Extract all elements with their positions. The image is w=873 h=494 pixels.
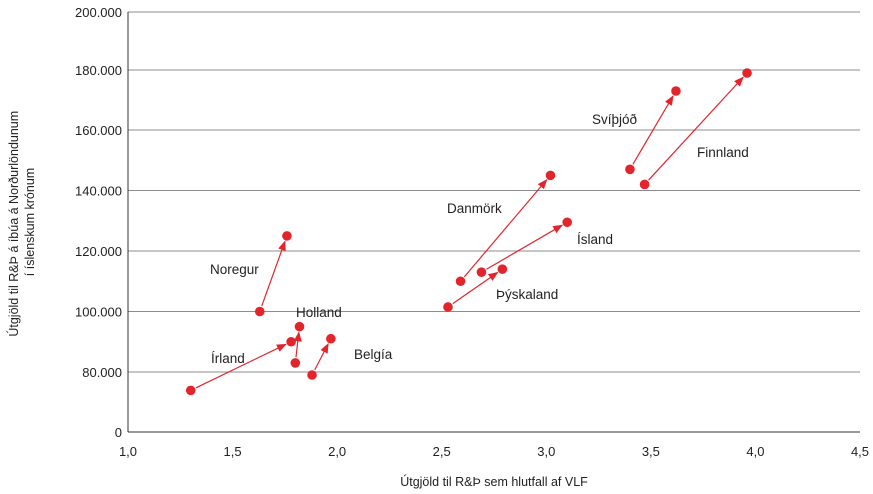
country-label: Danmörk — [447, 201, 502, 216]
y-tick-label: 160.000 — [75, 123, 122, 138]
data-point-start — [476, 267, 487, 277]
arrow-Finnland — [648, 76, 744, 181]
arrow-Ísland — [486, 224, 564, 270]
arrows — [195, 76, 744, 389]
y-tick-label: 180.000 — [75, 63, 122, 78]
arrow-Danmörk — [463, 179, 548, 278]
x-tick-label: 2,0 — [328, 444, 346, 459]
data-point-end — [294, 321, 305, 332]
country-label: Finnland — [697, 145, 749, 160]
country-labels: Noregur Holland Írland Belgía Danmörk Ísland Þ… — [210, 112, 749, 366]
y-tick-label: 120.000 — [75, 244, 122, 259]
x-tick-label: 2,5 — [433, 444, 451, 459]
y-axis-title-line-2: í íslenskum krónum — [23, 168, 37, 276]
arrow-Þýskaland — [452, 271, 499, 305]
data-point-start — [625, 164, 635, 175]
y-tick-label: 140.000 — [75, 184, 122, 199]
data-point-start — [254, 306, 265, 317]
data-point-start — [307, 370, 317, 380]
x-tick-label: 3,5 — [642, 444, 660, 459]
country-label: Þýskaland — [496, 287, 558, 302]
y-tick-label: 200.000 — [75, 5, 122, 20]
data-point-start — [290, 358, 301, 368]
x-tick-label: 1,5 — [224, 444, 242, 459]
data-points — [185, 68, 752, 396]
x-tick-label: 1,0 — [119, 444, 137, 459]
data-point-start — [185, 385, 196, 396]
arrow-Noregur — [261, 240, 286, 307]
arrow-Holland — [293, 331, 302, 358]
country-label: Svíþjóð — [592, 112, 637, 127]
data-point-start — [639, 179, 650, 190]
data-point-end — [562, 217, 572, 228]
country-label: Noregur — [210, 262, 259, 277]
y-tick-label: 80.000 — [82, 365, 122, 380]
x-axis-title: Útgjöld til R&Þ sem hlutfall af VLF — [400, 474, 588, 489]
tick-labels: 0 80.000 100.000 120.000 140.000 160.000 180.0… — [75, 5, 869, 459]
y-axis-title: Útgjöld til R&Þ á íbúa á Norðurlöndunum … — [6, 107, 37, 336]
data-point-end — [742, 68, 752, 78]
x-tick-label: 4,0 — [746, 444, 764, 459]
data-point-end — [286, 336, 296, 347]
y-tick-label: 100.000 — [75, 305, 122, 320]
country-label: Belgía — [354, 347, 393, 362]
grid-lines — [127, 11, 860, 433]
country-label: Ísland — [577, 232, 613, 247]
arrow-Svíþjóð — [632, 95, 674, 165]
data-point-start — [455, 276, 466, 287]
country-label: Írland — [211, 351, 245, 366]
y-tick-label: 0 — [115, 425, 122, 440]
x-tick-label: 4,5 — [851, 444, 869, 459]
data-point-end — [671, 86, 681, 96]
x-tick-label: 3,0 — [537, 444, 555, 459]
data-point-start — [443, 302, 453, 312]
data-point-end — [282, 231, 292, 241]
data-point-end — [326, 333, 336, 344]
country-label: Holland — [296, 305, 342, 320]
arrow-Belgía — [314, 342, 329, 371]
arrow-Írland — [195, 343, 287, 389]
data-point-end — [497, 264, 508, 274]
data-point-end — [545, 170, 556, 181]
y-axis-title-line-1: Útgjöld til R&Þ á íbúa á Norðurlöndunum — [6, 111, 21, 337]
